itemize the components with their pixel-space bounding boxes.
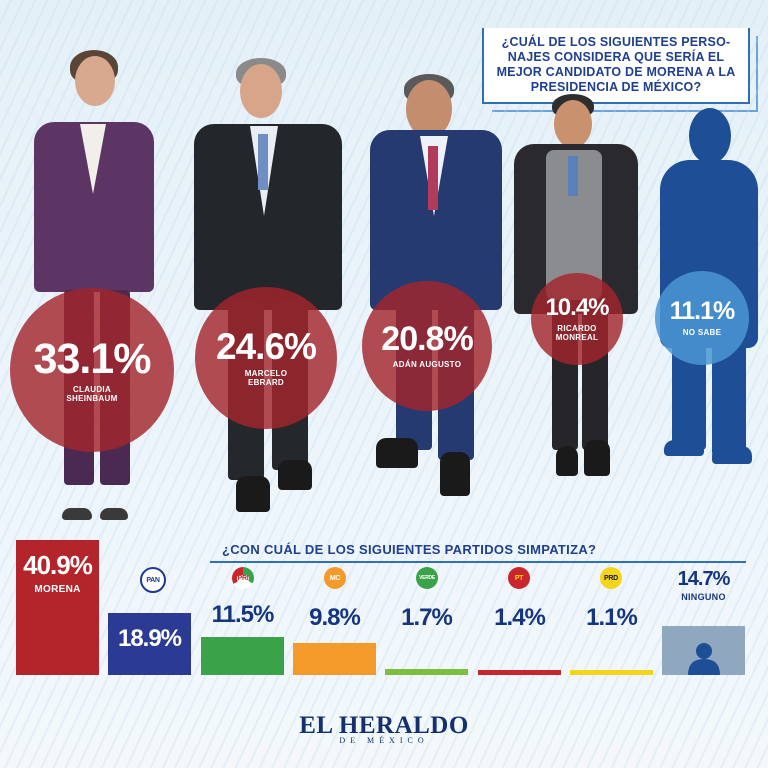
question-box: ¿CUÁL DE LOS SIGUIENTES PERSO- NAJES CON… xyxy=(482,28,758,112)
bubble-3: 10.4% RICARDO MONREAL xyxy=(531,273,623,365)
bubble-candidate-name: RICARDO MONREAL xyxy=(555,323,599,342)
bar-pri xyxy=(201,637,284,675)
brand-subtitle: DE MÉXICO xyxy=(339,736,429,745)
bar-value-label: 40.9% xyxy=(23,550,93,581)
pri-logo-icon: PRI xyxy=(232,567,254,589)
bubble-value-label: 10.4% xyxy=(545,293,609,321)
person-icon xyxy=(684,639,724,675)
pan-logo-icon: PAN xyxy=(140,567,166,593)
bar-value-label: 1.4% xyxy=(494,604,546,631)
bar-value-label: 1.1% xyxy=(586,604,638,631)
bar-pvem xyxy=(385,669,468,675)
bar-morena xyxy=(16,540,99,675)
bar-prd xyxy=(570,670,653,675)
pt-logo-icon: PT xyxy=(508,567,530,589)
bar-value-label: 18.9% xyxy=(117,624,182,652)
bar-category-label: NINGUNO xyxy=(681,592,726,603)
question-2-underline xyxy=(210,561,746,563)
bar-mc xyxy=(293,642,376,675)
bubble-candidate-name: NO SABE xyxy=(682,327,722,337)
bubble-1: 24.6% MARCELO EBRARD xyxy=(195,287,337,429)
bubble-value-label: 20.8% xyxy=(381,320,473,359)
question-1-text: ¿CUÁL DE LOS SIGUIENTES PERSO- NAJES CON… xyxy=(496,35,736,94)
bubble-2: 20.8% ADÁN AUGUSTO xyxy=(361,280,492,411)
prd-logo-icon: PRD xyxy=(600,567,622,589)
bubble-candidate-name: MARCELO EBRARD xyxy=(244,369,288,388)
pvem-logo-icon: VERDE xyxy=(416,567,438,589)
brand-logo: EL HERALDO xyxy=(299,712,469,739)
bar-value-label: 14.7% xyxy=(677,568,731,591)
bubble-value-label: 11.1% xyxy=(669,296,736,325)
bubble-value-label: 24.6% xyxy=(216,326,317,368)
bar-pt xyxy=(478,670,561,675)
bar-value-label: 11.5% xyxy=(211,601,275,629)
bubble-4: 11.1% NO SABE xyxy=(654,270,750,366)
bar-value-label: 9.8% xyxy=(309,604,361,631)
bubble-0: 33.1% CLAUDIA SHEINBAUM xyxy=(10,288,174,452)
bar-pan xyxy=(108,612,191,675)
bar-category-label: MORENA xyxy=(34,584,81,596)
mc-logo-icon: MC xyxy=(324,567,346,589)
question-2-text: ¿CON CUÁL DE LOS SIGUIENTES PARTIDOS SIM… xyxy=(222,542,597,557)
bubble-candidate-name: CLAUDIA SHEINBAUM xyxy=(66,384,118,403)
bubble-candidate-name: ADÁN AUGUSTO xyxy=(392,360,462,370)
bar-value-label: 1.7% xyxy=(401,604,453,631)
bubble-value-label: 33.1% xyxy=(33,334,152,383)
